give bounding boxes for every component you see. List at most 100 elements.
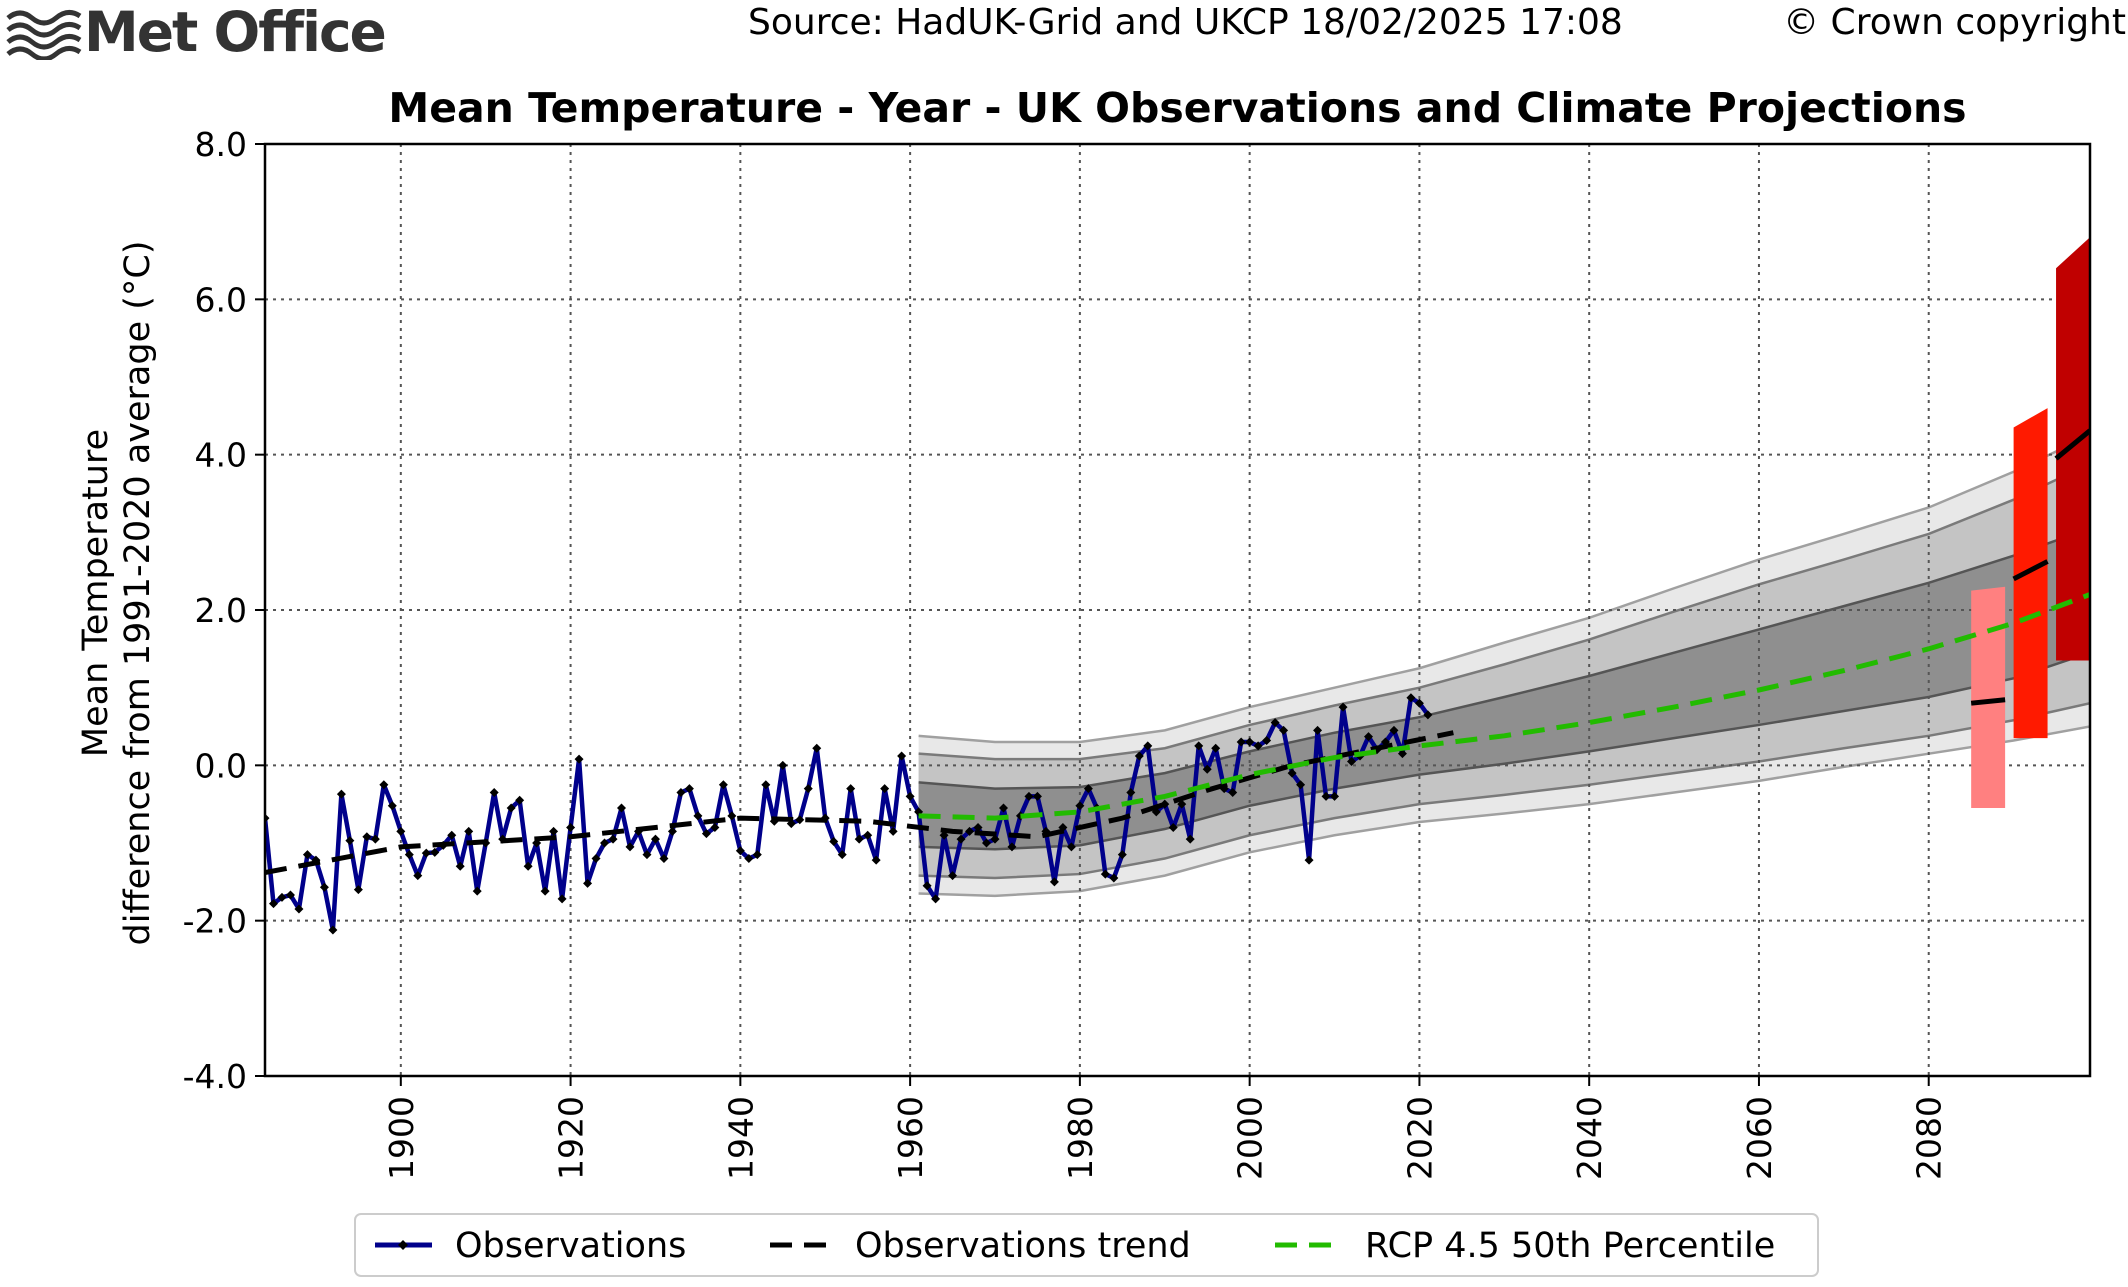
observation-point <box>294 904 304 914</box>
rcp45-median-line <box>918 592 2090 821</box>
observation-point <box>1202 764 1212 774</box>
observation-point <box>761 780 771 790</box>
observation-point <box>625 842 635 852</box>
observation-point <box>956 834 966 844</box>
observation-point <box>277 892 287 902</box>
observation-point <box>489 788 499 798</box>
observation-point <box>370 834 380 844</box>
wave-icon <box>6 10 82 60</box>
y-axis-label-line2: difference from 1991-2020 average (°C) <box>118 241 158 946</box>
observation-point <box>1304 855 1314 865</box>
observation-point <box>973 822 983 832</box>
observation-point <box>1389 725 1399 735</box>
observation-point <box>1262 735 1272 745</box>
observation-point <box>846 784 856 794</box>
observation-point <box>404 850 414 860</box>
y-tick-label: -4.0 <box>183 1057 247 1096</box>
x-tick-label: 1940 <box>721 1096 760 1180</box>
observation-point <box>812 743 822 753</box>
observation-point <box>1134 751 1144 761</box>
legend-box <box>354 1213 1819 1277</box>
y-axis-label-line1: Mean Temperature <box>76 429 116 757</box>
observation-point <box>1168 822 1178 832</box>
observation-point <box>557 894 567 904</box>
band-edge-p5_outer <box>918 725 2090 898</box>
observation-point <box>965 826 975 836</box>
observation-point <box>1414 698 1424 708</box>
observation-point <box>1313 725 1323 735</box>
observation-point <box>600 838 610 848</box>
legend-observations-marker <box>398 1240 408 1250</box>
copyright-label: © Crown copyright <box>1783 2 2126 43</box>
observation-point <box>998 803 1008 813</box>
band-edge-p95_outer <box>918 434 2090 744</box>
legend-trend-label: Observations trend <box>855 1226 1191 1266</box>
observation-point <box>897 751 907 761</box>
band-edge-p10_mid <box>918 701 2090 880</box>
observation-point <box>650 834 660 844</box>
observation-point <box>617 803 627 813</box>
observation-point <box>345 836 355 846</box>
observation-point <box>455 861 465 871</box>
observation-point <box>701 829 711 839</box>
observation-point <box>472 886 482 896</box>
observation-point <box>591 854 601 864</box>
x-tick-label: 1920 <box>552 1096 591 1180</box>
observation-point <box>1066 842 1076 852</box>
observation-point <box>642 850 652 860</box>
observation-point <box>1007 842 1017 852</box>
observation-point <box>1363 732 1373 742</box>
observation-point <box>803 784 813 794</box>
observation-point <box>744 854 754 864</box>
observation-point <box>413 871 423 881</box>
band-edge-p75_inner <box>918 527 2090 790</box>
observation-point <box>905 791 915 801</box>
observation-point <box>1075 801 1085 811</box>
x-tick-label: 1980 <box>1061 1096 1100 1180</box>
observation-point <box>1100 869 1110 879</box>
logo-text: Met Office <box>84 0 387 64</box>
observation-point <box>1321 791 1331 801</box>
projection-bar-2 <box>2056 237 2090 661</box>
observation-point <box>549 826 559 836</box>
observation-point <box>1143 741 1153 751</box>
legend-rcp-label: RCP 4.5 50th Percentile <box>1365 1226 1775 1266</box>
observation-point <box>854 834 864 844</box>
observation-point <box>931 894 941 904</box>
observation-point <box>421 848 431 858</box>
observation-point <box>1406 693 1416 703</box>
observation-point <box>727 811 737 821</box>
observation-point <box>1049 877 1059 887</box>
observation-point <box>1194 741 1204 751</box>
x-tick-label: 1900 <box>382 1096 421 1180</box>
band-edge-p90_mid <box>918 462 2090 761</box>
observation-point <box>948 871 958 881</box>
observation-point <box>464 826 474 836</box>
y-tick-label: 8.0 <box>195 125 247 164</box>
observation-point <box>1296 780 1306 790</box>
plot-area <box>265 144 2090 1076</box>
observation-point <box>1347 756 1357 766</box>
observation-point <box>1185 834 1195 844</box>
legend: Observations Observations trend RCP 4.5 50… <box>354 1213 1819 1277</box>
observation-point <box>752 850 762 860</box>
observation-point <box>608 834 618 844</box>
observation-point <box>888 826 898 836</box>
projection-bar-median-0 <box>1970 697 2006 706</box>
observation-point <box>1024 791 1034 801</box>
observation-point <box>1109 873 1119 883</box>
y-tick-label: 2.0 <box>195 591 247 630</box>
projection-bar-median-2 <box>2054 428 2090 461</box>
observation-point <box>778 760 788 770</box>
observation-point <box>735 846 745 856</box>
observation-point <box>922 881 932 891</box>
observation-point <box>396 826 406 836</box>
legend-observations-label: Observations <box>455 1226 686 1266</box>
observation-point <box>718 780 728 790</box>
projection-bar-median-1 <box>2012 559 2049 582</box>
x-tick-label: 2060 <box>1740 1096 1779 1180</box>
observation-point <box>676 788 686 798</box>
observation-point <box>336 789 346 799</box>
observation-point <box>1117 850 1127 860</box>
observation-point <box>1330 791 1340 801</box>
